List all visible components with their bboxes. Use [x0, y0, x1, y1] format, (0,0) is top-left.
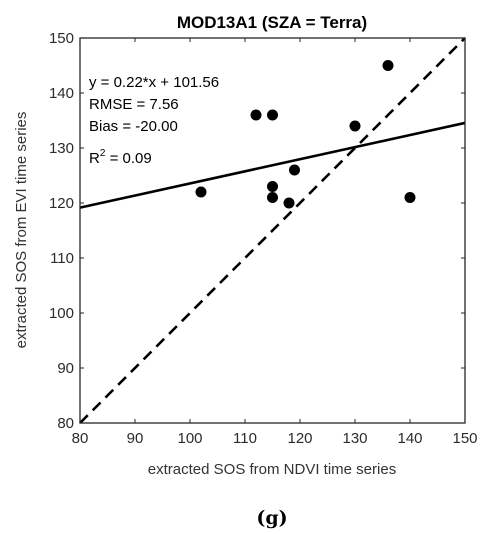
rmse-label: RMSE = 7.56 [89, 96, 179, 113]
regression-fit-line [79, 121, 466, 209]
y-tick-label: 130 [49, 140, 74, 157]
chart-lines [79, 37, 466, 424]
data-point [195, 186, 207, 198]
one-to-one-dashed-line [79, 37, 466, 424]
x-axis-label: extracted SOS from NDVI time series [148, 461, 396, 478]
bias-label: Bias = -20.00 [89, 118, 178, 135]
r-squared-label: R2 = 0.09 [89, 148, 152, 167]
x-tick-label: 80 [72, 430, 89, 447]
y-tick-label: 150 [49, 30, 74, 47]
data-points [195, 60, 416, 209]
y-tick-label: 90 [57, 360, 74, 377]
y-tick-label: 80 [57, 415, 74, 432]
y-tick-label: 120 [49, 195, 74, 212]
x-tick-label: 90 [127, 430, 144, 447]
y-tick-label: 110 [50, 250, 74, 267]
data-point [349, 120, 361, 132]
data-point [267, 181, 278, 192]
x-tick-label: 110 [233, 430, 257, 447]
x-tick-labels: 80 90 100 110 120 130 140 150 [72, 430, 478, 447]
data-point [267, 109, 278, 121]
figure-caption: (g) [256, 507, 287, 529]
data-point [267, 192, 278, 203]
fit-equation: y = 0.22*x + 101.56 [89, 74, 219, 91]
data-point [250, 109, 262, 121]
x-tick-label: 140 [397, 430, 422, 447]
chart-title: MOD13A1 (SZA = Terra) [177, 13, 367, 32]
x-tick-label: 120 [287, 430, 312, 447]
data-point [283, 197, 295, 209]
y-tick-labels: 80 90 100 110 120 130 140 150 [49, 30, 74, 432]
data-point [404, 192, 416, 203]
plot-frame [79, 37, 466, 424]
x-tick-label: 100 [177, 430, 202, 447]
data-point [289, 164, 300, 176]
y-tick-label: 140 [49, 85, 74, 102]
y-tick-label: 100 [49, 305, 74, 322]
data-point [382, 60, 394, 71]
x-tick-label: 130 [342, 430, 367, 447]
x-tick-label: 150 [452, 430, 477, 447]
y-axis-label: extracted SOS from EVI time series [13, 112, 30, 349]
stats-annotation: y = 0.22*x + 101.56 RMSE = 7.56 Bias = -… [89, 74, 219, 167]
